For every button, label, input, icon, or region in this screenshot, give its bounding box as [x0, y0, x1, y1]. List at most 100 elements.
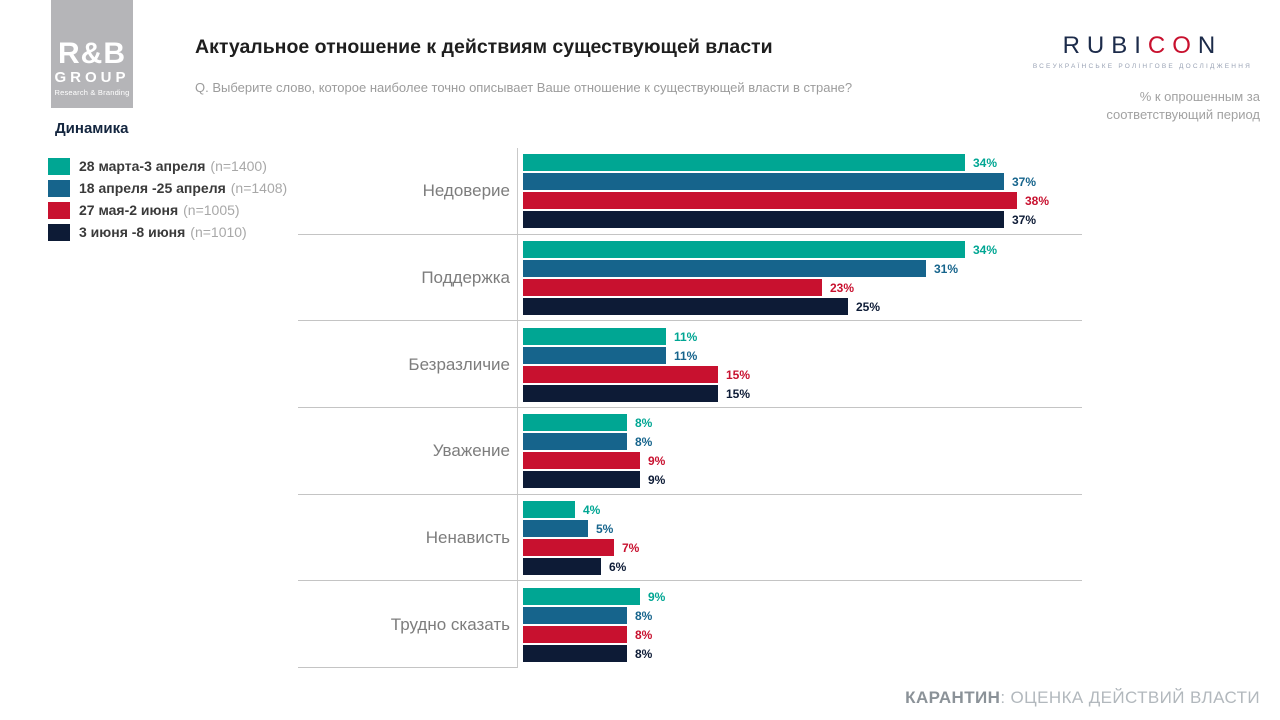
bar: [523, 327, 666, 345]
bar-value-label: 9%: [648, 473, 666, 488]
bar: [523, 500, 575, 518]
bar: [523, 384, 718, 402]
rubicon-wordmark: RUBICON: [1033, 32, 1252, 60]
category-row: Уважение 8% 8% 9% 9%: [0, 408, 1280, 495]
legend-sample-size: (n=1408): [230, 180, 288, 196]
bar: [523, 606, 627, 624]
bar-value-label: 8%: [635, 435, 653, 450]
bar-value-label: 25%: [856, 299, 881, 314]
chart-legend: 28 марта-3 апреля (n=1400) 18 апреля -25 а…: [48, 155, 287, 243]
legend-item: 18 апреля -25 апреля (n=1408): [48, 177, 287, 199]
category-separator-line: [298, 320, 1082, 322]
legend-sample-size: (n=1010): [190, 224, 247, 240]
footer-caption-bold: КАРАНТИН: [905, 688, 1001, 707]
bar-value-label: 31%: [934, 261, 959, 276]
bar-value-label: 23%: [830, 280, 855, 295]
category-separator-line: [298, 233, 1082, 235]
rb-logo-text: R&B: [58, 37, 126, 70]
legend-label: 3 июня -8 июня: [79, 224, 186, 240]
category-separator-line: [298, 493, 1082, 495]
bar-value-label: 8%: [635, 416, 653, 431]
legend-item: 3 июня -8 июня (n=1010): [48, 221, 287, 243]
bar-value-label: 5%: [596, 521, 614, 536]
bar-value-label: 11%: [674, 348, 698, 363]
bar-value-label: 6%: [609, 559, 627, 574]
category-label: Безразличие: [408, 354, 510, 374]
bar-value-label: 15%: [726, 367, 751, 382]
category-label: Трудно сказать: [390, 614, 510, 634]
category-label: Недоверие: [422, 181, 510, 201]
bar: [523, 452, 640, 470]
bar: [523, 365, 718, 383]
footer-caption-rest: : ОЦЕНКА ДЕЙСТВИЙ ВЛАСТИ: [1000, 688, 1260, 707]
section-label-dynamics: Динамика: [55, 120, 129, 137]
bar-value-label: 38%: [1025, 194, 1050, 209]
bar: [523, 211, 1004, 229]
category-separator-line: [298, 406, 1082, 408]
category-label: Уважение: [432, 441, 510, 461]
page-title: Актуальное отношение к действиям существ…: [195, 36, 773, 58]
bar: [523, 259, 926, 277]
rubicon-logo: RUBICON ВСЕУКРАЇНСЬКЕ РОЛІНГОВЕ ДОСЛІДЖЕ…: [1033, 32, 1252, 70]
bar: [523, 297, 848, 315]
rb-logo-tagline: Research & Branding: [54, 88, 130, 97]
category-label: Поддержка: [421, 267, 510, 287]
chart-axis-line: [517, 148, 518, 668]
bar-value-label: 11%: [674, 329, 698, 344]
question-subtitle: Q. Выберите слово, которое наиболее точн…: [195, 80, 853, 95]
bar: [523, 433, 627, 451]
bar-value-label: 34%: [973, 242, 998, 257]
legend-label: 27 мая-2 июня: [79, 202, 179, 218]
category-row: Трудно сказать 9% 8% 8% 8%: [0, 581, 1280, 668]
bar: [523, 154, 965, 172]
legend-item: 28 марта-3 апреля (n=1400): [48, 155, 287, 177]
bar-value-label: 8%: [635, 608, 653, 623]
rb-group-logo: R&B GROUP Research & Branding: [51, 0, 133, 108]
footer-caption: КАРАНТИН: ОЦЕНКА ДЕЙСТВИЙ ВЛАСТИ: [905, 688, 1260, 708]
bar-value-label: 34%: [973, 156, 998, 171]
legend-label: 28 марта-3 апреля: [79, 158, 206, 174]
category-row: Ненависть 4% 5% 7% 6%: [0, 495, 1280, 582]
rubicon-part-navy2: N: [1197, 32, 1223, 59]
bar-value-label: 4%: [583, 502, 601, 517]
bar-value-label: 8%: [635, 627, 653, 642]
bar: [523, 240, 965, 258]
category-row: Поддержка 34% 31% 23% 25%: [0, 235, 1280, 322]
bar: [523, 346, 666, 364]
legend-sample-size: (n=1005): [183, 202, 240, 218]
bar-value-label: 9%: [648, 454, 666, 469]
bar: [523, 192, 1017, 210]
note-line-1: % к опрошенным за: [1139, 89, 1260, 104]
legend-color-chip: [48, 157, 70, 175]
legend-item: 27 мая-2 июня (n=1005): [48, 199, 287, 221]
bar: [523, 538, 614, 556]
rubicon-part-red: CO: [1147, 32, 1198, 59]
category-row: Безразличие 11% 11% 15% 15%: [0, 321, 1280, 408]
bar: [523, 625, 627, 643]
percent-base-note: % к опрошенным за соответствующий период: [1106, 88, 1260, 124]
bar: [523, 278, 822, 296]
bar: [523, 557, 601, 575]
rb-logo-group-text: GROUP: [54, 69, 130, 86]
rubicon-tagline: ВСЕУКРАЇНСЬКЕ РОЛІНГОВЕ ДОСЛІДЖЕННЯ: [1032, 63, 1252, 70]
bar: [523, 519, 588, 537]
legend-color-chip: [48, 223, 70, 241]
category-row: Недоверие 34% 37% 38% 37%: [0, 148, 1280, 235]
category-label: Ненависть: [425, 527, 510, 547]
bar-value-label: 7%: [622, 540, 640, 555]
bar: [523, 471, 640, 489]
legend-label: 18 апреля -25 апреля: [79, 180, 226, 196]
bar: [523, 587, 640, 605]
bar: [523, 414, 627, 432]
bar-value-label: 37%: [1012, 213, 1037, 228]
legend-color-chip: [48, 179, 70, 197]
bar: [523, 173, 1004, 191]
category-separator-line: [298, 666, 517, 668]
bar: [523, 644, 627, 662]
bar-value-label: 37%: [1012, 175, 1037, 190]
category-separator-line: [298, 580, 1082, 582]
bar-value-label: 9%: [648, 589, 666, 604]
note-line-2: соответствующий период: [1106, 107, 1260, 122]
rubicon-part-navy: RUBI: [1062, 32, 1148, 59]
